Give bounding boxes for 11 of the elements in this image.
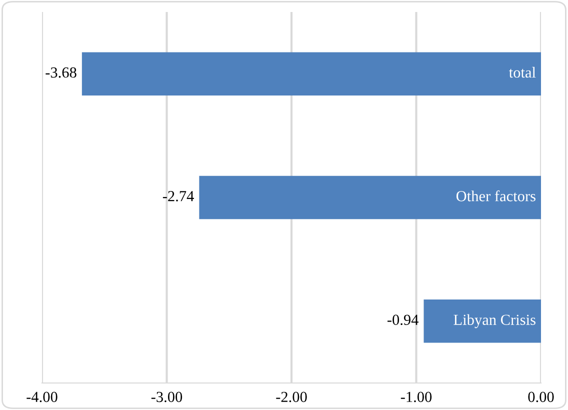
data-label: -0.94 bbox=[387, 314, 419, 326]
x-tick-label: 0.00 bbox=[528, 392, 554, 402]
data-label: -2.74 bbox=[162, 191, 194, 202]
data-label: -3.68 bbox=[46, 67, 76, 78]
x-tick-label: -3.00 bbox=[151, 392, 182, 402]
y-tick-label: Libyan Crisis bbox=[454, 314, 536, 328]
x-tick-label: -1.00 bbox=[400, 392, 432, 402]
y-tick-label: total bbox=[509, 66, 536, 78]
x-tick-label: -2.00 bbox=[276, 392, 307, 402]
x-tick-label: -4.00 bbox=[26, 392, 58, 402]
y-tick-label: Other factors bbox=[456, 190, 536, 202]
